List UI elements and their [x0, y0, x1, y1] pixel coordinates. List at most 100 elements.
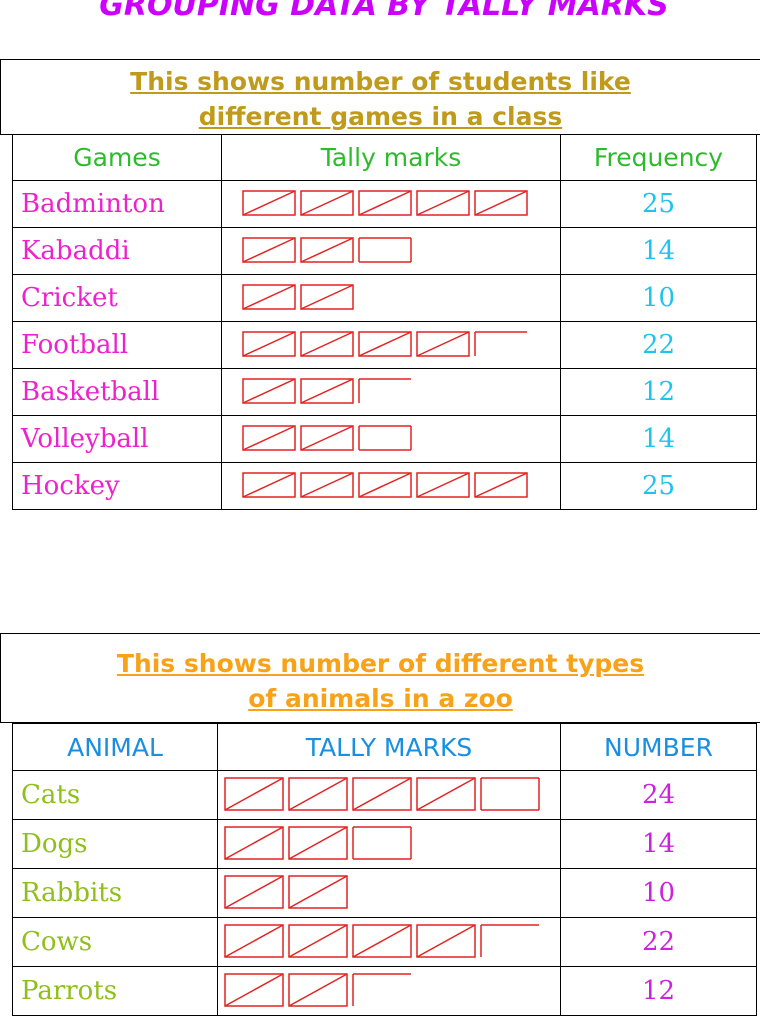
table2-caption-line2: of animals in a zoo [248, 684, 513, 713]
tally-cell [217, 868, 561, 918]
tally-group-of-five [474, 190, 528, 216]
tally-group-of-five [288, 924, 348, 958]
tally-marks [224, 875, 348, 909]
table-row: Cats 24 [12, 770, 757, 820]
tally-group-of-five [288, 875, 348, 909]
tally-marks [242, 425, 412, 451]
tally-partial-group [480, 777, 540, 811]
tally-marks [242, 237, 412, 263]
animals-tally-table: ANIMAL TALLY MARKS NUMBER Cats 24 Dogs 14 Ra… [12, 723, 757, 1016]
tally-group-of-five [242, 425, 296, 451]
row-count: 22 [560, 321, 757, 369]
tally-group-of-five [416, 924, 476, 958]
tally-group-of-five [300, 237, 354, 263]
table-row: Volleyball 14 [12, 415, 757, 463]
table1-header-row: Games Tally marks Frequency [12, 134, 757, 181]
row-count: 10 [560, 274, 757, 322]
tally-group-of-five [288, 973, 348, 1007]
row-label: Dogs [12, 819, 218, 869]
table-row: Parrots 12 [12, 966, 757, 1016]
tally-group-of-five [358, 472, 412, 498]
table2-header-row: ANIMAL TALLY MARKS NUMBER [12, 723, 757, 771]
tally-cell [221, 227, 561, 275]
tally-marks [242, 472, 528, 498]
tally-partial-group [358, 378, 411, 403]
tally-cell [221, 462, 561, 510]
tally-group-of-five [242, 331, 296, 357]
row-label: Cows [12, 917, 218, 967]
tally-group-of-five [300, 331, 354, 357]
row-label: Cricket [12, 274, 222, 322]
table-row: Football 22 [12, 321, 757, 369]
tally-marks [224, 973, 411, 1007]
tally-group-of-five [224, 826, 284, 860]
games-tally-table: Games Tally marks Frequency Badminton 25 K… [12, 134, 757, 510]
tally-group-of-five [358, 190, 412, 216]
row-label: Cats [12, 770, 218, 820]
tally-cell [217, 770, 561, 820]
tally-group-of-five [416, 331, 470, 357]
row-label: Volleyball [12, 415, 222, 463]
tally-group-of-five [358, 331, 412, 357]
tally-marks [224, 826, 412, 860]
row-label: Football [12, 321, 222, 369]
tally-cell [217, 819, 561, 869]
tally-group-of-five [224, 777, 284, 811]
tally-group-of-five [288, 777, 348, 811]
tally-group-of-five [224, 973, 284, 1007]
row-label: Hockey [12, 462, 222, 510]
row-count: 10 [560, 868, 757, 918]
table1-caption-line1: This shows number of students like [130, 67, 631, 96]
header-frequency: Frequency [560, 134, 757, 181]
tally-group-of-five [474, 472, 528, 498]
table1-caption: This shows number of students like diffe… [0, 59, 760, 135]
tally-group-of-five [300, 378, 354, 404]
table-row: Basketball 12 [12, 368, 757, 416]
tally-group-of-five [300, 190, 354, 216]
header-tally-marks: Tally marks [221, 134, 561, 181]
tally-marks [242, 378, 411, 404]
row-count: 12 [560, 368, 757, 416]
page-title: GROUPING DATA BY TALLY MARKS [99, 0, 669, 23]
table-row: Cricket 10 [12, 274, 757, 322]
table-row: Rabbits 10 [12, 868, 757, 918]
tally-partial-group [474, 331, 527, 356]
row-label: Parrots [12, 966, 218, 1016]
tally-cell [221, 321, 561, 369]
header-tally-marks-upper: TALLY MARKS [217, 723, 561, 771]
tally-group-of-five [242, 237, 296, 263]
tally-partial-group [480, 924, 539, 957]
tally-group-of-five [242, 472, 296, 498]
tally-group-of-five [352, 924, 412, 958]
tally-group-of-five [300, 425, 354, 451]
table2-caption: This shows number of different types of … [0, 633, 760, 723]
row-count: 14 [560, 227, 757, 275]
tally-group-of-five [242, 190, 296, 216]
tally-group-of-five [300, 284, 354, 310]
tally-cell [221, 415, 561, 463]
tally-group-of-five [300, 472, 354, 498]
tally-cell [217, 966, 561, 1016]
table-row: Hockey 25 [12, 462, 757, 510]
row-label: Rabbits [12, 868, 218, 918]
tally-marks [242, 284, 354, 310]
tally-cell [221, 368, 561, 416]
table-row: Dogs 14 [12, 819, 757, 869]
row-label: Kabaddi [12, 227, 222, 275]
tally-marks [242, 331, 527, 357]
tally-marks [224, 777, 540, 811]
tally-group-of-five [224, 924, 284, 958]
row-label: Badminton [12, 180, 222, 228]
tally-group-of-five [416, 472, 470, 498]
row-count: 14 [560, 819, 757, 869]
header-games: Games [12, 134, 222, 181]
row-count: 25 [560, 180, 757, 228]
tally-group-of-five [224, 875, 284, 909]
tally-group-of-five [352, 777, 412, 811]
table1-caption-line2: different games in a class [198, 102, 563, 131]
tally-group-of-five [416, 190, 470, 216]
tally-group-of-five [242, 378, 296, 404]
tally-group-of-five [242, 284, 296, 310]
row-count: 14 [560, 415, 757, 463]
row-count: 12 [560, 966, 757, 1016]
